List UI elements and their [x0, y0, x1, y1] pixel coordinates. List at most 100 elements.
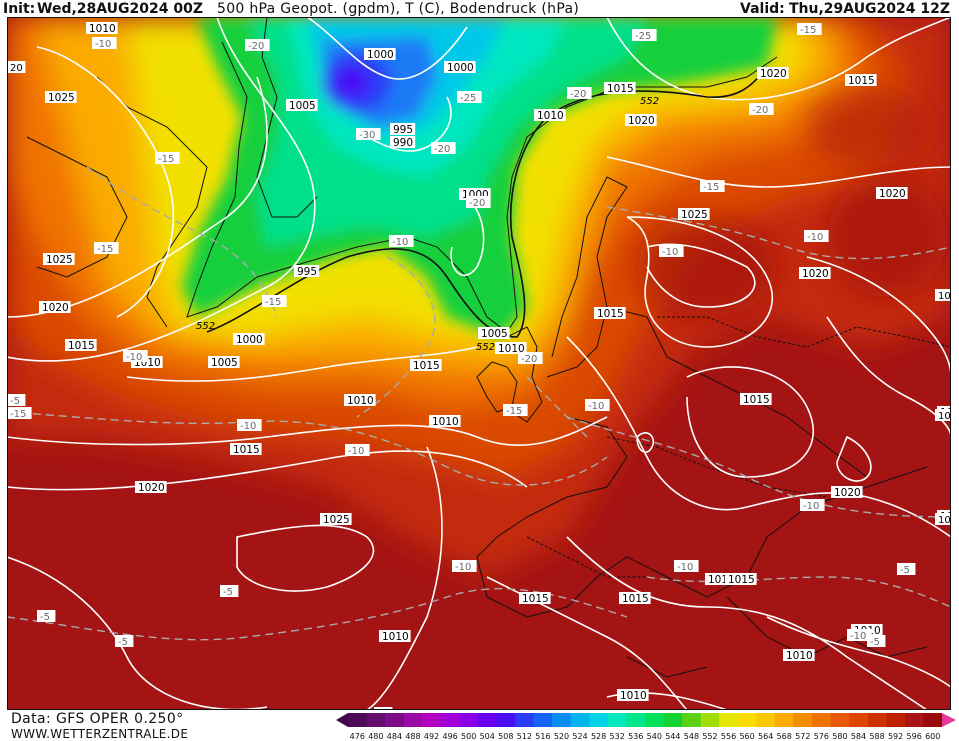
colorbar-tick-label: 600: [925, 732, 940, 741]
footer-bar: Data: GFS OPER 0.250° WWW.WETTERZENTRALE…: [0, 710, 959, 741]
colorbar-swatch: [385, 713, 405, 727]
temperature-label: -10: [345, 444, 370, 457]
pressure-label-text: 1000: [236, 334, 263, 346]
colorbar-swatch: [923, 713, 943, 727]
pressure-label: 1000: [233, 333, 265, 346]
geopotential-label-text: 552: [196, 321, 215, 332]
temperature-label: -20: [245, 39, 270, 52]
pressure-label-text: 1025: [46, 254, 73, 266]
colorbar-tick-label: 592: [888, 732, 903, 741]
temperature-label: -10: [92, 37, 117, 50]
pressure-label-layer: 1010100010051015102510009959901000101510…: [39, 22, 951, 702]
colorbar-swatch: [403, 713, 423, 727]
temperature-label-text: -15: [10, 409, 26, 420]
pressure-label: 995: [390, 123, 416, 136]
colorbar-max-arrow: [942, 713, 956, 727]
pressure-label-text: 1015: [607, 83, 634, 95]
temperature-label-text: -5: [10, 396, 20, 407]
temperature-label: -10: [659, 245, 684, 258]
colorbar-tick-label: 548: [684, 732, 699, 741]
pressure-label: 1015: [519, 592, 551, 605]
colorbar-tick-label: 564: [758, 732, 773, 741]
temperature-label: -30: [356, 128, 381, 141]
colorbar-swatch: [570, 713, 590, 727]
temperature-label-text: -5: [870, 637, 880, 648]
colorbar-swatch: [737, 713, 757, 727]
pressure-label: 1015: [230, 443, 262, 456]
pressure-label-text: 1025: [681, 209, 708, 221]
temperature-label-text: -5: [40, 612, 50, 623]
colorbar-legend: 476 480 484 488 492 496 500 504 508 512 516 520 524 5…: [336, 713, 956, 741]
temperature-label-text: -20: [248, 41, 264, 52]
edge-pressure-label: 10: [935, 513, 951, 526]
colorbar-swatch: [496, 713, 516, 727]
edge-pressure-label: 10: [935, 409, 951, 422]
colorbar-swatch: [440, 713, 460, 727]
isotherms: [7, 166, 951, 641]
temperature-label-text: -10: [662, 247, 678, 258]
temperature-label: -10: [800, 499, 825, 512]
temperature-label-text: -10: [850, 631, 866, 642]
pressure-label-text: 1000: [447, 62, 474, 74]
pressure-label-text: 1010: [347, 395, 374, 407]
colorbar-swatch: [812, 713, 832, 727]
pressure-label: 1005: [478, 327, 510, 340]
temperature-label: -5: [7, 394, 26, 407]
pressure-label: 1010: [86, 22, 118, 35]
pressure-label-text: 1005: [211, 357, 238, 369]
colorbar-tick-label: 480: [368, 732, 383, 741]
pressure-label-text: 990: [393, 137, 413, 149]
pressure-label: 1020: [39, 301, 71, 314]
isobars: [7, 17, 951, 710]
coastlines: [26, 17, 951, 678]
colorbar-swatch: [663, 713, 683, 727]
pressure-label-text: 1020: [138, 482, 165, 494]
pressure-label-text: 1015: [728, 574, 755, 586]
temperature-label-text: -5: [900, 565, 910, 576]
pressure-label: 1015: [740, 393, 772, 406]
colorbar-tick-label: 560: [739, 732, 754, 741]
edge-pressure-label: 101: [935, 289, 951, 302]
colorbar-tick-label: 588: [869, 732, 884, 741]
pressure-label: 1020: [757, 67, 789, 80]
pressure-label: 1015: [410, 359, 442, 372]
pressure-label: 1025: [678, 208, 710, 221]
pressure-label: 1005: [286, 99, 318, 112]
colorbar-swatch: [626, 713, 646, 727]
pressure-label: 1010: [429, 415, 461, 428]
geopotential-label: 552: [196, 321, 215, 332]
colorbar-tick-label: 596: [907, 732, 922, 741]
pressure-label-text: 1010: [432, 416, 459, 428]
pressure-label-text: 1015: [68, 340, 95, 352]
temperature-label: -20: [518, 352, 543, 365]
geopotential-label-layer: 552 552 552: [196, 96, 659, 353]
temperature-label-text: -10: [348, 446, 364, 457]
temperature-label: -15: [700, 180, 725, 193]
pressure-label-text: 1025: [323, 514, 350, 526]
temperature-label: -5: [220, 585, 239, 598]
pressure-label-text: 1005: [289, 100, 316, 112]
temperature-label: -20: [431, 142, 456, 155]
temperature-label: -15: [155, 152, 180, 165]
temperature-label-text: -15: [97, 244, 113, 255]
temperature-label: -5: [867, 635, 886, 648]
pressure-label-text: 1015: [597, 308, 624, 320]
temperature-label-text: -20: [521, 354, 537, 365]
colorbar-tick-label: 492: [424, 732, 439, 741]
pressure-label: 1010: [534, 109, 566, 122]
pressure-label-text: 995: [393, 124, 413, 136]
colorbar-swatch: [607, 713, 627, 727]
pressure-label: 1025: [320, 513, 352, 526]
temperature-label: -15: [503, 404, 528, 417]
temperature-label-text: -20: [752, 105, 768, 116]
temperature-label: -15: [7, 407, 32, 420]
temperature-label-text: -15: [158, 154, 174, 165]
colorbar-swatch: [830, 713, 850, 727]
colorbar-swatch: [422, 713, 442, 727]
pressure-label: 1015: [845, 74, 877, 87]
temperature-label: -20: [466, 196, 491, 209]
temperature-label: -10: [389, 235, 414, 248]
pressure-label: 1020: [799, 267, 831, 280]
pressure-label: 1000: [444, 61, 476, 74]
temperature-label-text: -10: [455, 562, 471, 573]
